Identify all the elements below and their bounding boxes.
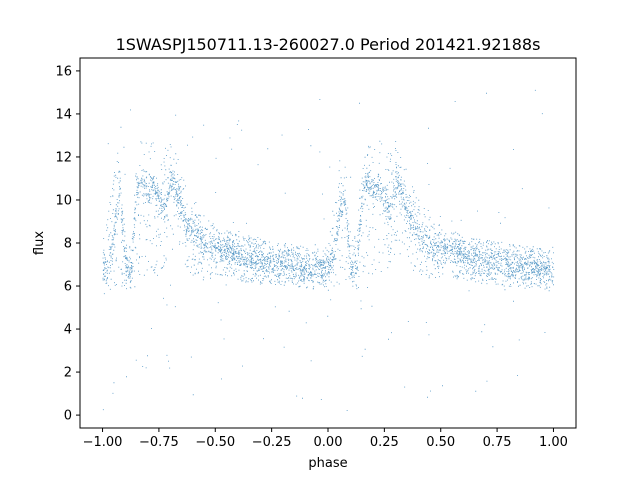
x-axis-ticks: −1.00 −0.75 −0.50 −0.25 0.00 0.25 0.50 0.75 1.00 (83, 428, 568, 450)
x-tick-label: 0.50 (426, 435, 455, 450)
y-tick-label: 12 (55, 150, 72, 165)
x-tick-label: 0.25 (370, 435, 399, 450)
chart-title: 1SWASPJ150711.13-260027.0 Period 201421.… (116, 35, 541, 54)
x-tick-label: 1.00 (539, 435, 568, 450)
y-tick-label: 16 (55, 64, 72, 79)
x-tick-label: 0.75 (483, 435, 512, 450)
y-axis-ticks: 0 2 4 6 8 10 12 14 16 (55, 64, 80, 424)
y-tick-label: 6 (64, 280, 72, 295)
x-tick-label: −0.25 (252, 435, 292, 450)
x-tick-label: −0.75 (139, 435, 179, 450)
y-tick-label: 4 (64, 323, 72, 338)
y-tick-label: 0 (64, 409, 72, 424)
x-tick-label: 0.00 (314, 435, 343, 450)
y-tick-label: 8 (64, 237, 72, 252)
y-tick-label: 2 (64, 366, 72, 381)
y-tick-label: 14 (55, 107, 72, 122)
x-axis-label: phase (308, 456, 347, 471)
x-tick-label: −1.00 (83, 435, 123, 450)
y-tick-label: 10 (55, 193, 72, 208)
y-axis-label: flux (32, 231, 47, 255)
x-tick-label: −0.50 (195, 435, 235, 450)
